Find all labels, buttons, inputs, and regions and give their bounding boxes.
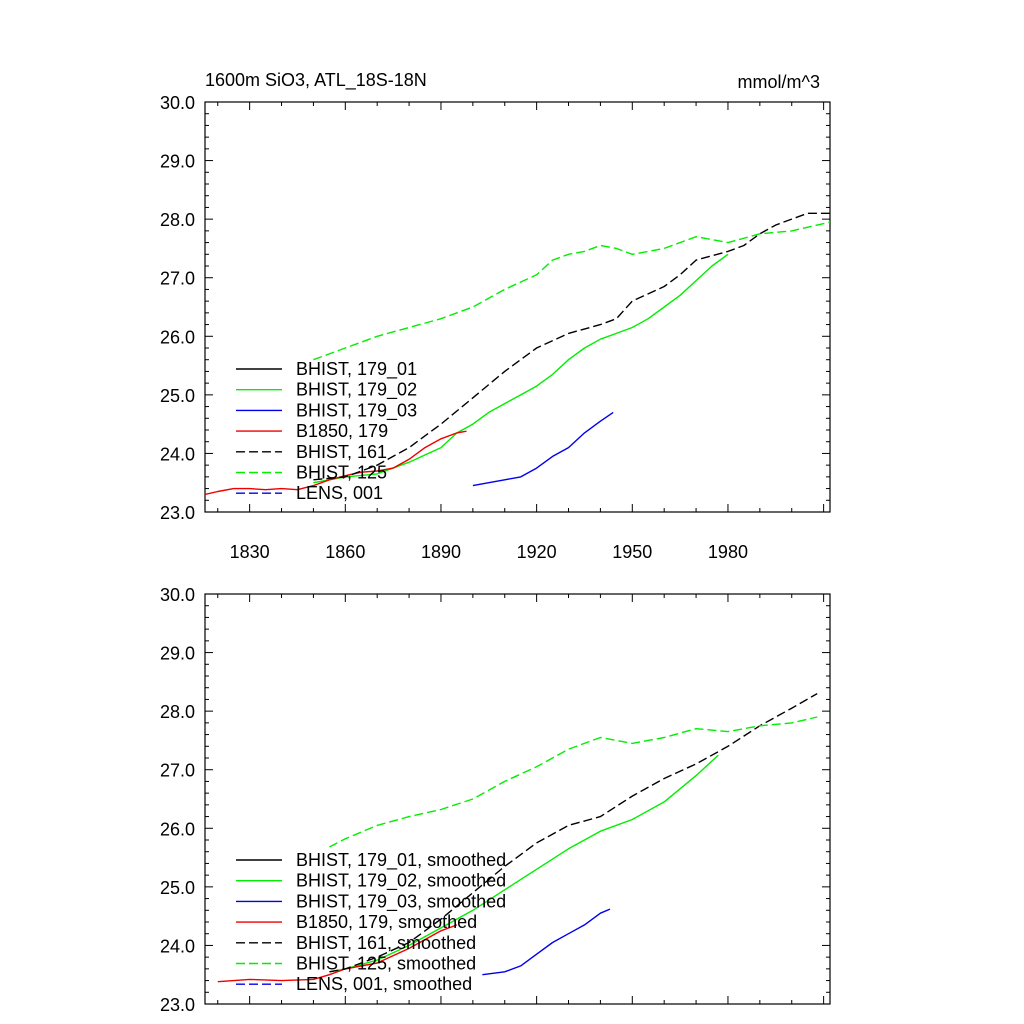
legend-label-7: LENS, 001, smoothed xyxy=(296,974,472,994)
y-tick-label: 24.0 xyxy=(160,936,195,956)
legend-label-6: BHIST, 125, smoothed xyxy=(296,954,476,974)
series-line-4 xyxy=(204,430,467,496)
y-tick-label: 30.0 xyxy=(160,585,195,605)
y-tick-label: 26.0 xyxy=(160,819,195,839)
series-line-5 xyxy=(329,692,818,973)
y-tick-label: 28.0 xyxy=(160,702,195,722)
y-tick-label: 27.0 xyxy=(160,761,195,781)
y-tick-label: 29.0 xyxy=(160,644,195,664)
x-tick-label: 1950 xyxy=(612,542,652,562)
legend-label-3: BHIST, 179_03, smoothed xyxy=(296,891,506,912)
y-tick-label: 23.0 xyxy=(160,995,195,1015)
series-line-4 xyxy=(217,924,458,983)
legend-label-5: BHIST, 161 xyxy=(296,442,387,462)
legend-label-2: BHIST, 179_02 xyxy=(296,380,417,401)
series-line-2 xyxy=(329,754,719,973)
y-tick-label: 24.0 xyxy=(160,444,195,464)
x-tick-label: 1860 xyxy=(325,542,365,562)
y-tick-label: 29.0 xyxy=(160,152,195,172)
series-line-3 xyxy=(472,411,614,487)
chart-panel-2: 23.0 24.0 25.0 26.0 27.0 28.0 29.0 30.0 BHIST, 1… xyxy=(160,585,831,1015)
y-tick-label: 25.0 xyxy=(160,878,195,898)
y-tick-label: 25.0 xyxy=(160,386,195,406)
legend-label-2: BHIST, 179_02, smoothed xyxy=(296,871,506,892)
legend-label-6: BHIST, 125 xyxy=(296,463,387,483)
x-tick-label: 1830 xyxy=(230,542,270,562)
series-line-3 xyxy=(482,908,611,976)
series-line-2 xyxy=(313,253,729,484)
y-tick-label: 30.0 xyxy=(160,93,195,113)
x-tick-label: 1890 xyxy=(421,542,461,562)
series-line-6 xyxy=(313,221,831,361)
plot-frame xyxy=(204,101,831,513)
plot-frame xyxy=(204,593,831,1005)
legend-label-5: BHIST, 161, smoothed xyxy=(296,933,476,953)
series-line-5 xyxy=(313,212,830,481)
x-tick-label: 1920 xyxy=(517,542,557,562)
y-tick-label: 26.0 xyxy=(160,327,195,347)
legend-label-7: LENS, 001 xyxy=(296,483,383,503)
legend-label-3: BHIST, 179_03 xyxy=(296,400,417,421)
legend-label-1: BHIST, 179_01 xyxy=(296,359,417,380)
series-line-6 xyxy=(329,716,818,848)
y-tick-label: 27.0 xyxy=(160,269,195,289)
legend-label-4: B1850, 179 xyxy=(296,421,388,441)
chart-units: mmol/m^3 xyxy=(738,72,820,92)
y-tick-label: 23.0 xyxy=(160,503,195,523)
y-tick-label: 28.0 xyxy=(160,210,195,230)
chart-panel-1: 23.0 24.0 25.0 26.0 27.0 28.0 29.0 30.0 1830 1860… xyxy=(160,70,831,562)
x-tick-label: 1980 xyxy=(708,542,748,562)
legend-label-1: BHIST, 179_01, smoothed xyxy=(296,850,506,871)
legend-label-4: B1850, 179, smoothed xyxy=(296,912,477,932)
chart-title: 1600m SiO3, ATL_18S-18N xyxy=(205,70,427,91)
